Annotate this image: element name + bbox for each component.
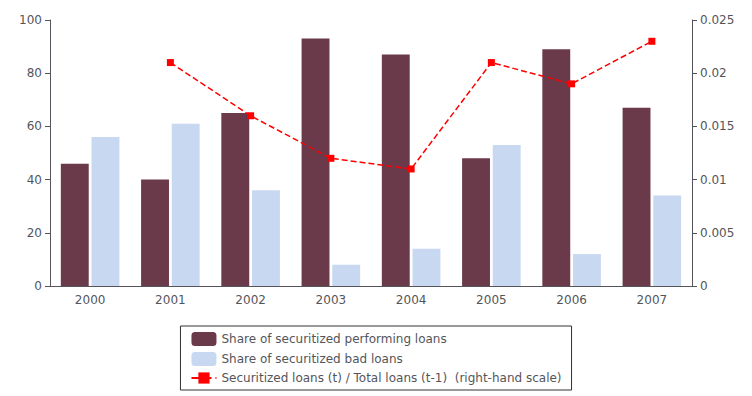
svg-text:Securitized loans (t) / Total: Securitized loans (t) / Total loans (t-1… xyxy=(221,371,561,385)
svg-text:0.02: 0.02 xyxy=(700,66,727,80)
svg-text:Share of securitized performin: Share of securitized performing loans xyxy=(221,332,446,346)
svg-text:20: 20 xyxy=(27,226,42,240)
svg-text:2003: 2003 xyxy=(316,293,347,307)
svg-text:80: 80 xyxy=(27,66,42,80)
svg-text:2004: 2004 xyxy=(396,293,427,307)
svg-text:Share of securitized bad loans: Share of securitized bad loans xyxy=(221,352,402,366)
svg-text:0.005: 0.005 xyxy=(700,226,734,240)
svg-text:100: 100 xyxy=(19,13,42,27)
svg-text:0.025: 0.025 xyxy=(700,13,734,27)
svg-text:2006: 2006 xyxy=(556,293,587,307)
svg-text:2001: 2001 xyxy=(155,293,186,307)
svg-text:0.015: 0.015 xyxy=(700,119,734,133)
svg-text:2007: 2007 xyxy=(637,293,668,307)
svg-text:40: 40 xyxy=(27,173,42,187)
svg-text:2002: 2002 xyxy=(235,293,266,307)
svg-text:0: 0 xyxy=(34,279,42,293)
svg-text:60: 60 xyxy=(27,119,42,133)
svg-text:2005: 2005 xyxy=(476,293,507,307)
svg-text:0: 0 xyxy=(700,279,708,293)
svg-text:2000: 2000 xyxy=(75,293,106,307)
svg-text:0.01: 0.01 xyxy=(700,173,727,187)
